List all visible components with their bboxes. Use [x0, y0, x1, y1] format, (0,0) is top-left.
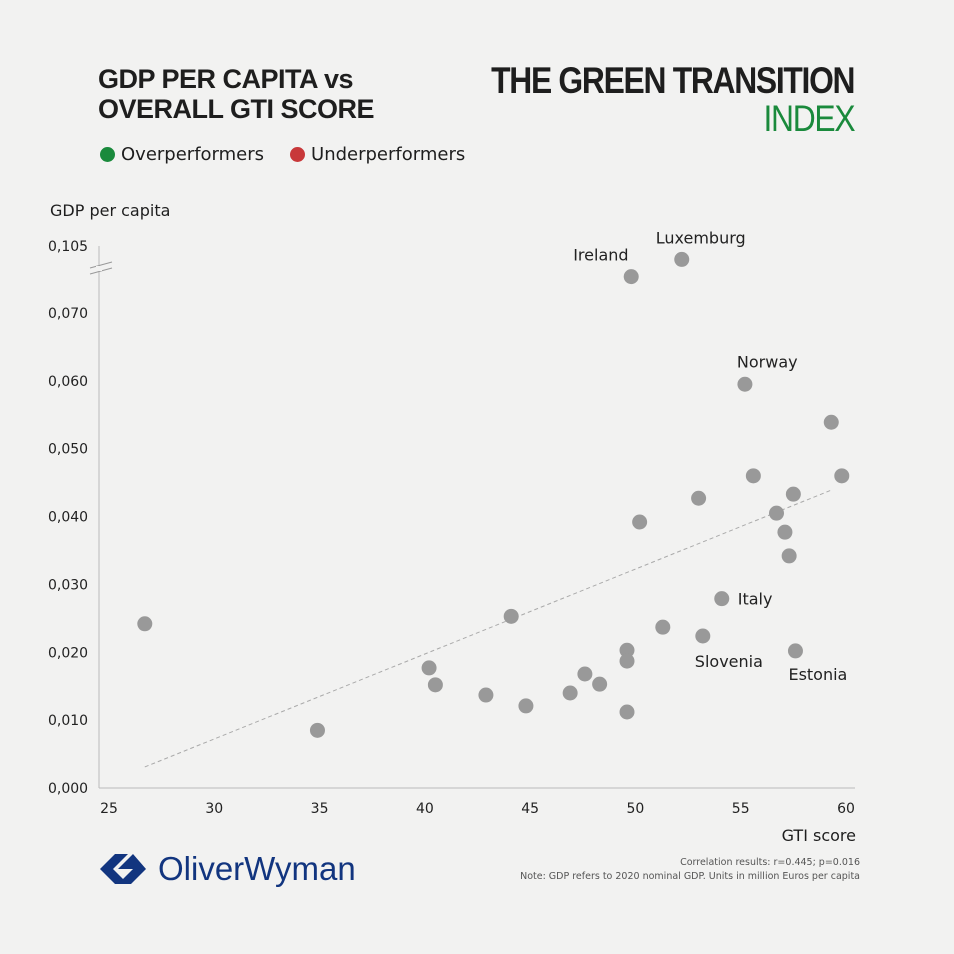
- data-point: [592, 676, 608, 692]
- logo-text: OliverWyman: [158, 850, 356, 887]
- data-point: [745, 468, 761, 484]
- point-label: Luxemburg: [656, 228, 746, 247]
- trend-line: [144, 489, 832, 768]
- data-point: [137, 616, 153, 632]
- data-point: [769, 505, 785, 521]
- axis-break-mark: [89, 261, 113, 269]
- data-point: [737, 376, 753, 392]
- y-tick-label: 0,040: [48, 510, 88, 526]
- x-tick-label: 45: [521, 801, 539, 817]
- data-point: [427, 677, 443, 693]
- data-point: [623, 269, 639, 285]
- title-line-2: OVERALL GTI SCORE: [98, 94, 375, 124]
- y-tick-label: 0,030: [48, 577, 88, 593]
- legend-label: Underperformers: [311, 144, 466, 165]
- data-point: [632, 514, 648, 530]
- data-point: [781, 548, 797, 564]
- data-point: [562, 685, 578, 701]
- x-axis-label: GTI score: [781, 826, 856, 845]
- x-tick-label: 50: [627, 801, 645, 817]
- point-label: Ireland: [573, 246, 628, 265]
- brand-line-2: INDEX: [763, 98, 855, 139]
- point-label: Estonia: [788, 665, 847, 684]
- data-point: [777, 524, 793, 540]
- data-point: [503, 608, 519, 624]
- x-tick-label: 60: [837, 801, 855, 817]
- y-axis-label: GDP per capita: [50, 201, 171, 220]
- footnotes: Correlation results: r=0.445; p=0.016 No…: [520, 856, 860, 884]
- data-point: [421, 660, 437, 676]
- y-tick-label: 0,050: [48, 442, 88, 458]
- data-point: [478, 687, 494, 703]
- point-label: Norway: [737, 352, 798, 371]
- correlation-note: Correlation results: r=0.445; p=0.016: [680, 857, 860, 868]
- data-point: [309, 722, 325, 738]
- legend-dot-icon: [100, 147, 115, 162]
- point-label: Slovenia: [695, 652, 763, 671]
- x-tick-label: 35: [311, 801, 329, 817]
- data-point: [714, 591, 730, 607]
- data-point: [619, 653, 635, 669]
- y-tick-label: 0,000: [48, 781, 88, 797]
- y-tick-label: 0,010: [48, 713, 88, 729]
- data-point: [691, 490, 707, 506]
- y-tick-label: 0,020: [48, 645, 88, 661]
- x-tick-label: 25: [100, 801, 118, 817]
- legend-label: Overperformers: [121, 144, 265, 165]
- data-point: [619, 704, 635, 720]
- brand-line-1: THE GREEN TRANSITION: [490, 60, 855, 101]
- y-tick-label: 0,070: [48, 306, 88, 322]
- point-label: Italy: [738, 590, 773, 609]
- axis-break-gap: [96, 266, 102, 271]
- oliver-wyman-logo: OliverWyman: [98, 850, 356, 888]
- x-tick-label: 40: [416, 801, 434, 817]
- data-point: [834, 468, 850, 484]
- data-point: [577, 666, 593, 682]
- legend-item-overperformers: Overperformers: [100, 144, 264, 165]
- y-tick-label: 0,105: [48, 239, 88, 255]
- data-point: [674, 251, 690, 267]
- x-tick-label: 55: [732, 801, 750, 817]
- y-tick-label: 0,060: [48, 374, 88, 390]
- data-point: [695, 628, 711, 644]
- legend: Overperformers Underperformers: [100, 144, 465, 165]
- data-point: [619, 642, 635, 658]
- data-point: [655, 619, 671, 635]
- data-point: [787, 643, 803, 659]
- oliver-wyman-mark-icon: [100, 854, 146, 884]
- x-tick-label: 30: [205, 801, 223, 817]
- data-point: [518, 698, 534, 714]
- data-point: [823, 414, 839, 430]
- legend-dot-icon: [290, 147, 306, 162]
- data-point: [785, 486, 801, 502]
- title-line-1: GDP PER CAPITA vs: [98, 64, 354, 94]
- brand-logo: THE GREEN TRANSITION INDEX: [490, 60, 855, 139]
- chart-title: GDP PER CAPITA vs OVERALL GTI SCORE: [98, 64, 375, 124]
- gdp-note: Note: GDP refers to 2020 nominal GDP. Un…: [520, 871, 860, 882]
- legend-item-underperformers: Underperformers: [290, 144, 465, 165]
